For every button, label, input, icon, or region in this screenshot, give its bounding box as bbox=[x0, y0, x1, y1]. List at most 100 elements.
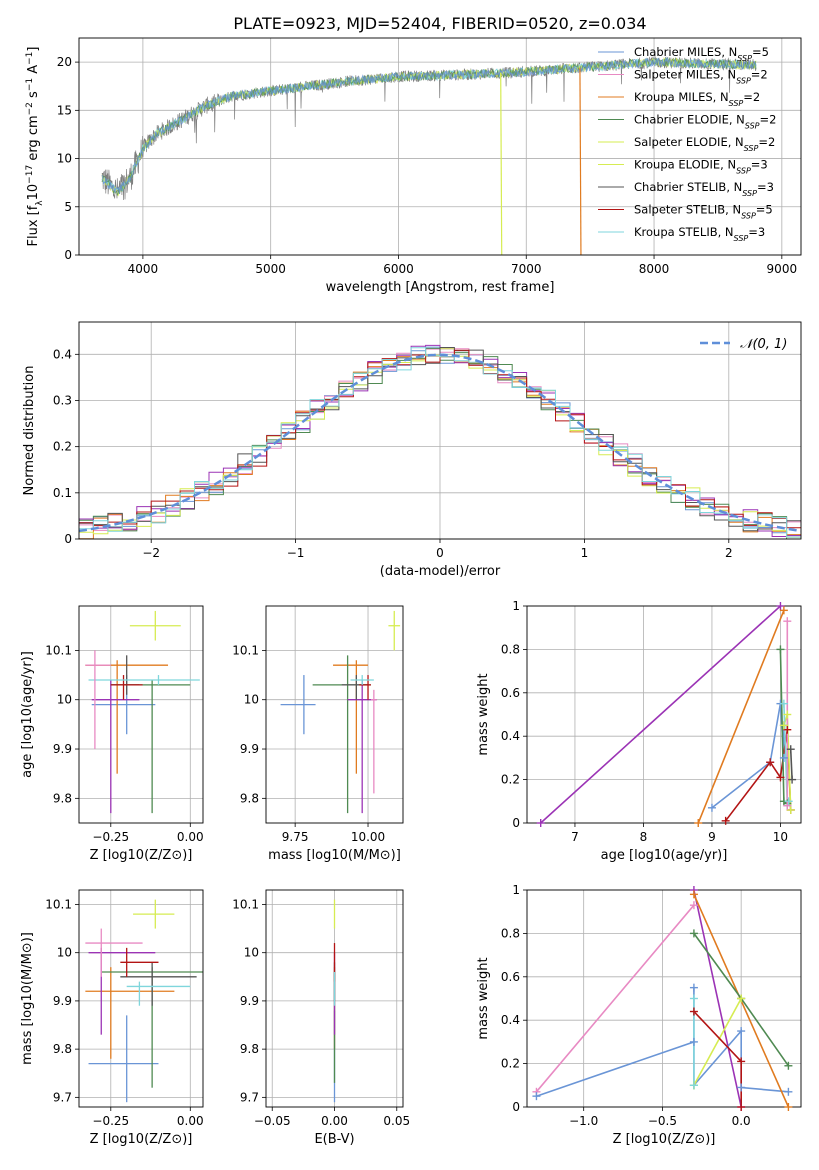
spectrum-ylabel: Flux [fλ10−17 erg cm−2 s−1 A−1] bbox=[25, 47, 45, 247]
weight-vs-age-series-line bbox=[789, 749, 793, 780]
mass-vs-ebv-ytick-label: 9.9 bbox=[240, 994, 259, 1008]
age-vs-Z-xtick-label: −0.25 bbox=[92, 830, 129, 844]
spectrum-xlabel: wavelength [Angstrom, rest frame] bbox=[326, 280, 555, 295]
residuals-gaussian-curve bbox=[79, 353, 801, 533]
mass-vs-Z-xtick-label: −0.25 bbox=[92, 1114, 129, 1128]
legend-sub: SSP bbox=[741, 211, 756, 220]
spectrum-ylabel-part: −2 bbox=[25, 102, 35, 115]
age-vs-Z-ytick-label: 10.1 bbox=[45, 643, 72, 657]
mass-vs-Z-ylabel: mass [log10(M/M⊙)] bbox=[20, 932, 35, 1065]
legend-sub: SSP bbox=[742, 189, 757, 198]
weight-vs-Z-series-line bbox=[693, 890, 742, 1107]
weight-vs-Z-ylabel: mass weight bbox=[476, 957, 491, 1039]
legend-name: Salpeter MILES, N bbox=[634, 68, 736, 82]
legend-suffix: =3 bbox=[751, 158, 768, 172]
weight-vs-Z-frame bbox=[526, 889, 802, 1108]
mass-vs-ebv-xtick-label: 0.05 bbox=[383, 1114, 410, 1128]
age-vs-Z-ylabel: age [log10(age/yr)] bbox=[20, 651, 35, 778]
mass-vs-Z-xlabel: Z [log10(Z/Z⊙)] bbox=[90, 1132, 193, 1147]
legend-suffix: =2 bbox=[758, 135, 775, 149]
mass-vs-ebv-ytick-label: 10 bbox=[244, 946, 259, 960]
legend-suffix: =2 bbox=[760, 113, 777, 127]
weight-vs-age-xtick-label: 10 bbox=[773, 830, 788, 844]
spectrum-plot bbox=[101, 56, 757, 255]
mass-vs-Z-ytick-label: 9.8 bbox=[53, 1042, 72, 1056]
residuals-xtick-label: −2 bbox=[142, 546, 160, 560]
spectrum-xtick-label: 6000 bbox=[383, 262, 414, 276]
spectrum-ylabel-part: erg cm bbox=[26, 115, 41, 164]
mass-vs-Z-ytick-label: 9.9 bbox=[53, 994, 72, 1008]
mass-vs-Z-xtick-label: 0.00 bbox=[177, 1114, 204, 1128]
age-vs-Z-frame bbox=[78, 605, 204, 824]
spectrum-ylabel-part: −1 bbox=[25, 52, 35, 65]
residuals-ylabel: Normed distribution bbox=[22, 366, 37, 496]
spectrum-ylabel-part: −1 bbox=[25, 78, 35, 91]
weight-vs-age-ytick-label: 0.6 bbox=[501, 686, 520, 700]
spectrum-ytick-label: 5 bbox=[64, 200, 72, 214]
spectrum-xtick-label: 8000 bbox=[639, 262, 670, 276]
residuals-ytick-label: 0.1 bbox=[53, 486, 72, 500]
spectrum-model-line bbox=[101, 56, 757, 194]
spectrum-xtick-label: 9000 bbox=[767, 262, 798, 276]
legend-name: Chabrier MILES, N bbox=[634, 45, 737, 59]
residuals-xtick-label: 1 bbox=[581, 546, 589, 560]
weight-vs-age-xtick-label: 8 bbox=[640, 830, 648, 844]
weight-vs-Z-ytick-label: 0.6 bbox=[501, 970, 520, 984]
mass-vs-ebv-axes: −0.05 0.00 0.05 9.7 9.8 9.9 10 10.1 E(B-V) bbox=[232, 889, 410, 1147]
age-vs-Z-ytick-label: 10 bbox=[57, 693, 72, 707]
spectrum-ylabel-part: −17 bbox=[25, 165, 35, 184]
legend-name: Salpeter STELIB, N bbox=[634, 203, 741, 217]
spectrum-legend-label: Salpeter STELIB, NSSP=5 bbox=[634, 203, 773, 221]
mass-vs-ebv-xtick-label: 0.00 bbox=[321, 1114, 348, 1128]
spectrum-xtick-label: 4000 bbox=[128, 262, 159, 276]
legend-suffix: =3 bbox=[748, 225, 765, 239]
spectrum-ylabel-part: λ bbox=[35, 200, 45, 206]
figure-title: PLATE=0923, MJD=52404, FIBERID=0520, z=0… bbox=[233, 14, 646, 33]
age-vs-mass-xlabel: mass [log10(M/M⊙)] bbox=[268, 848, 401, 863]
spectrum-legend-label: Salpeter ELODIE, NSSP=2 bbox=[634, 135, 775, 153]
residuals-ytick-label: 0.2 bbox=[53, 440, 72, 454]
spectrum-ytick-label: 20 bbox=[57, 55, 72, 69]
mass-vs-ebv-xlabel: E(B-V) bbox=[314, 1132, 354, 1147]
legend-name: Kroupa ELODIE, N bbox=[634, 158, 736, 172]
weight-vs-Z-xtick-label: −1.0 bbox=[569, 1114, 598, 1128]
spectrum-ytick-label: 15 bbox=[57, 103, 72, 117]
spectrum-xtick-label: 5000 bbox=[255, 262, 286, 276]
weight-vs-age-ylabel: mass weight bbox=[476, 673, 491, 755]
weight-vs-age-series-line bbox=[540, 606, 781, 823]
spectrum-xtick-label: 7000 bbox=[511, 262, 542, 276]
mass-vs-Z-ytick-label: 10.1 bbox=[45, 897, 72, 911]
weight-vs-Z-xtick-label: −0.5 bbox=[648, 1114, 677, 1128]
weight-vs-age-ytick-label: 0 bbox=[512, 816, 520, 830]
weight-vs-Z-ytick-label: 0.4 bbox=[501, 1013, 520, 1027]
age-vs-mass-xtick-label: 9.75 bbox=[282, 830, 309, 844]
age-vs-mass-plot bbox=[280, 610, 401, 814]
weight-vs-age-ytick-label: 1 bbox=[512, 599, 520, 613]
age-vs-mass-xtick-label: 10.00 bbox=[351, 830, 385, 844]
legend-sub: SSP bbox=[736, 76, 751, 85]
weight-vs-age-ytick-label: 0.8 bbox=[501, 642, 520, 656]
age-vs-Z-ytick-label: 9.8 bbox=[53, 791, 72, 805]
age-vs-Z-xtick-label: 0.00 bbox=[177, 830, 204, 844]
legend-sub: SSP bbox=[736, 166, 751, 175]
legend-suffix: =2 bbox=[751, 68, 768, 82]
spectrum-ytick-label: 10 bbox=[57, 152, 72, 166]
weight-vs-age-plot bbox=[540, 606, 793, 823]
age-vs-mass-axes: 9.75 10.00 9.8 9.9 10 10.1 mass [log10(M/M⊙)] bbox=[232, 605, 404, 863]
weight-vs-Z-series-line bbox=[535, 904, 695, 1093]
residuals-ytick-label: 0.3 bbox=[53, 393, 72, 407]
legend-name: Chabrier ELODIE, N bbox=[634, 113, 745, 127]
spectrum-frame bbox=[78, 37, 802, 256]
legend-name: Salpeter ELODIE, N bbox=[634, 135, 744, 149]
legend-suffix: =5 bbox=[752, 45, 769, 59]
spectrum-axes: 4000 5000 6000 7000 8000 9000 0 5 10 15 20 waveleng… bbox=[25, 37, 802, 295]
weight-vs-Z-ytick-label: 1 bbox=[512, 883, 520, 897]
legend-suffix: =3 bbox=[757, 180, 774, 194]
age-vs-Z-xlabel: Z [log10(Z/Z⊙)] bbox=[90, 848, 193, 863]
weight-vs-age-xtick-label: 7 bbox=[571, 830, 579, 844]
mass-vs-ebv-frame bbox=[265, 889, 404, 1108]
weight-vs-Z-xtick-label: 0.0 bbox=[732, 1114, 751, 1128]
mass-vs-ebv-ytick-label: 9.7 bbox=[240, 1090, 259, 1104]
spectrum-legend-label: Chabrier STELIB, NSSP=3 bbox=[634, 180, 774, 198]
legend-sub: SSP bbox=[737, 54, 752, 63]
